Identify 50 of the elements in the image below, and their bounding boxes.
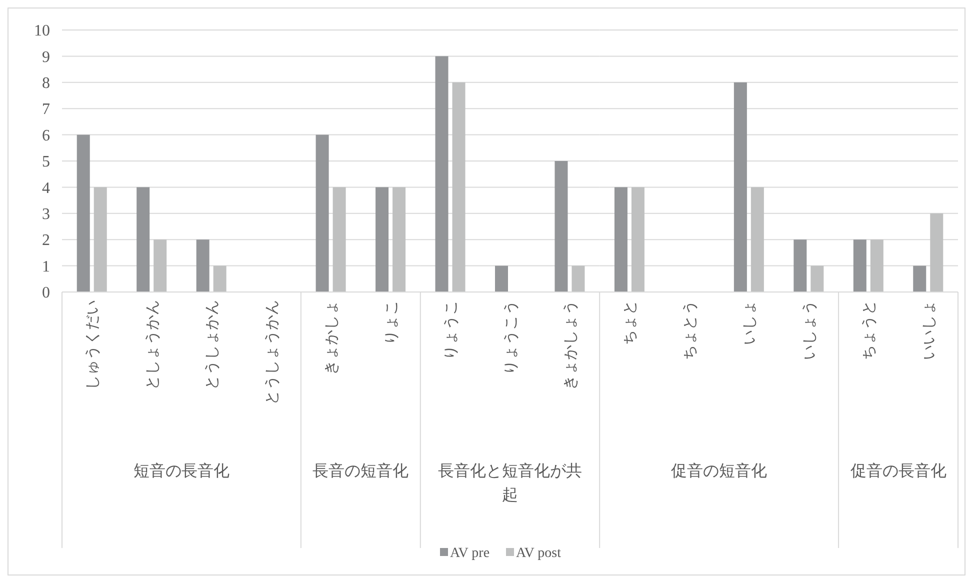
bar	[750, 187, 764, 292]
bar	[495, 266, 508, 292]
y-tick-label: 10	[34, 22, 50, 40]
bar	[810, 266, 824, 292]
x-tick-label: いいしょ	[921, 300, 938, 360]
bar	[213, 266, 226, 292]
bar	[196, 240, 210, 292]
bar	[435, 56, 448, 292]
bar	[734, 82, 747, 292]
legend-label: AV post	[516, 546, 562, 561]
y-tick-label: 0	[42, 284, 50, 302]
x-axis-title: 長音化と短音化が共起	[438, 462, 582, 504]
y-tick-label: 4	[42, 180, 50, 197]
bar	[794, 240, 807, 292]
bar	[452, 82, 466, 292]
x-tick-label: しゅうくだい	[85, 300, 102, 390]
bar	[554, 161, 568, 292]
y-tick-label: 7	[42, 101, 50, 118]
x-axis-title: 短音の長音化	[133, 462, 230, 480]
x-tick-label: ちょとう	[682, 300, 698, 360]
legend-label: AV pre	[450, 546, 490, 561]
bar	[136, 187, 150, 292]
x-tick-label: とうしょうかん	[264, 300, 280, 405]
bar	[154, 240, 167, 292]
y-tick-label: 6	[42, 127, 50, 144]
x-axis-title: 長音の短音化	[312, 462, 409, 480]
bar	[94, 187, 107, 292]
y-tick-label: 2	[42, 232, 50, 250]
x-tick-label: りょこ	[384, 300, 400, 345]
x-tick-label: いしょう	[802, 300, 818, 360]
x-tick-label: きょかしょう	[562, 300, 579, 390]
x-tick-label: とうしょかん	[204, 300, 221, 390]
y-tick-label: 1	[42, 258, 50, 276]
x-tick-label: ちょうと	[862, 300, 878, 360]
bar	[631, 187, 644, 292]
y-tick-label: 3	[42, 206, 50, 223]
bar	[76, 134, 90, 292]
x-axis-title: 促音の長音化	[850, 462, 946, 480]
bar	[614, 187, 628, 292]
x-tick-label: きょかしょ	[324, 300, 340, 375]
x-axis-title: 促音の短音化	[671, 462, 768, 480]
y-tick-label: 5	[42, 154, 50, 171]
x-tick-label: りょうこ	[444, 300, 460, 360]
x-tick-label: ちょと	[622, 300, 639, 345]
y-tick-label: 8	[42, 75, 50, 92]
x-tick-label: としょうかん	[144, 300, 161, 390]
x-tick-label: いしょ	[742, 300, 758, 345]
bar	[572, 266, 585, 292]
x-tick-label: りょうこう	[503, 300, 520, 375]
y-tick-label: 9	[42, 48, 50, 66]
